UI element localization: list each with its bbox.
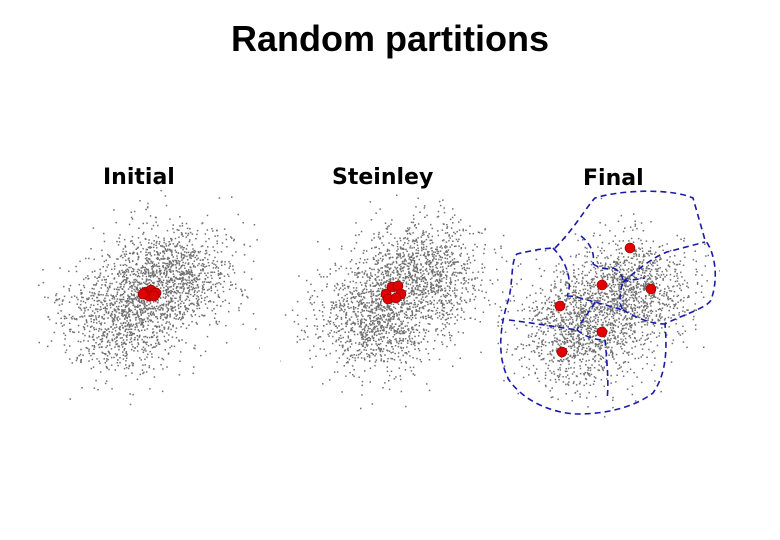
panel-label-final: Final [583,166,644,191]
scatter-panel-final [497,190,720,418]
slide-title: Random partitions [230,18,549,59]
partition-boundary-7 [566,295,624,311]
final-centroid-5 [596,326,608,338]
partition-boundary-2 [580,235,595,265]
point-cloud-steinley [280,190,508,410]
partition-boundary-4 [612,267,624,311]
panel-label-initial: Initial [103,165,175,190]
centroid-group-steinley [380,280,407,305]
partition-boundary-10 [508,319,578,331]
scatter-panel-initial [38,190,260,406]
partition-boundary-3 [592,263,614,270]
initial-centroid-5 [148,290,160,302]
partition-boundary-11 [576,329,606,341]
final-centroid-1 [624,242,636,254]
point-cloud-final [497,197,720,418]
final-centroid-2 [596,279,608,291]
partition-boundary-9 [576,301,596,331]
final-centroid-6 [556,346,568,358]
partition-outer-boundary [499,190,717,415]
partition-boundary-1 [552,247,571,297]
panel-label-steinley: Steinley [332,165,434,190]
final-centroid-3 [645,283,657,295]
initial-centroid-6 [137,288,149,300]
centroid-group-initial [137,284,162,302]
centroid-group-final [554,242,657,358]
point-cloud-initial [38,190,260,406]
partition-boundary-12 [604,339,609,401]
final-centroid-4 [554,300,566,312]
partition-boundary-8 [622,309,666,325]
steinley-centroid-6 [390,292,402,304]
partition-boundary-5 [622,241,706,283]
scatter-panel-steinley [280,190,508,410]
partition-boundary-6 [622,277,646,283]
partition-boundaries [499,190,717,415]
